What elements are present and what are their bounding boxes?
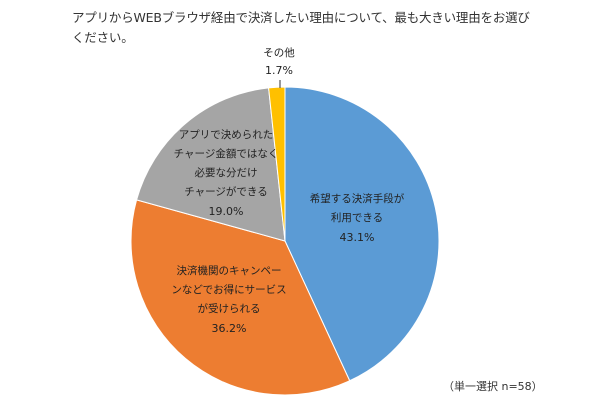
question-title: アプリからWEBブラウザ経由で決済したい理由について、最も大きい理由をお選びくだ… xyxy=(72,10,530,45)
slice-label-campaign: 決済機関のキャンペー ンなどでお得にサービス が受けられる 36.2% xyxy=(171,265,287,335)
sample-note: （単一選択 n=58） xyxy=(443,380,543,393)
slice-label-flexible-charge: アプリで決められた チャージ金額ではなく 必要な分だけ チャージができる 19.… xyxy=(173,129,279,218)
slice-flexible-charge xyxy=(135,87,286,242)
slice-label-other: その他 1.7% xyxy=(263,47,295,77)
slice-other xyxy=(268,86,286,242)
slice-preferred-payment xyxy=(284,86,440,382)
slice-label-preferred-payment: 希望する決済手段が 利用できる 43.1% xyxy=(309,193,405,244)
slice-campaign xyxy=(130,199,351,396)
